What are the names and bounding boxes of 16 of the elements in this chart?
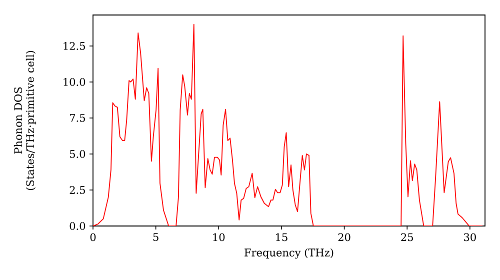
x-tick-label: 15 (276, 233, 288, 242)
y-tick-label: 12.5 (64, 42, 85, 50)
y-tick-label: 0.0 (70, 222, 86, 230)
line-series (93, 24, 483, 226)
x-tick-label: 0 (90, 233, 96, 242)
x-tick-label: 10 (213, 233, 225, 242)
y-axis-title: Phonon DOS (States/THz·primitive cell) (14, 50, 36, 190)
y-tick-label: 7.5 (70, 114, 85, 122)
y-tick-label: 2.5 (70, 186, 85, 194)
x-tick-label: 25 (401, 233, 413, 242)
y-tick-label: 5.0 (70, 150, 86, 158)
x-tick-label: 20 (338, 233, 350, 242)
x-axis-title: Frequency (THz) (244, 248, 334, 259)
x-tick-label: 30 (464, 233, 476, 242)
y-tick-label: 10.0 (64, 78, 86, 86)
x-tick-label: 5 (153, 233, 158, 242)
